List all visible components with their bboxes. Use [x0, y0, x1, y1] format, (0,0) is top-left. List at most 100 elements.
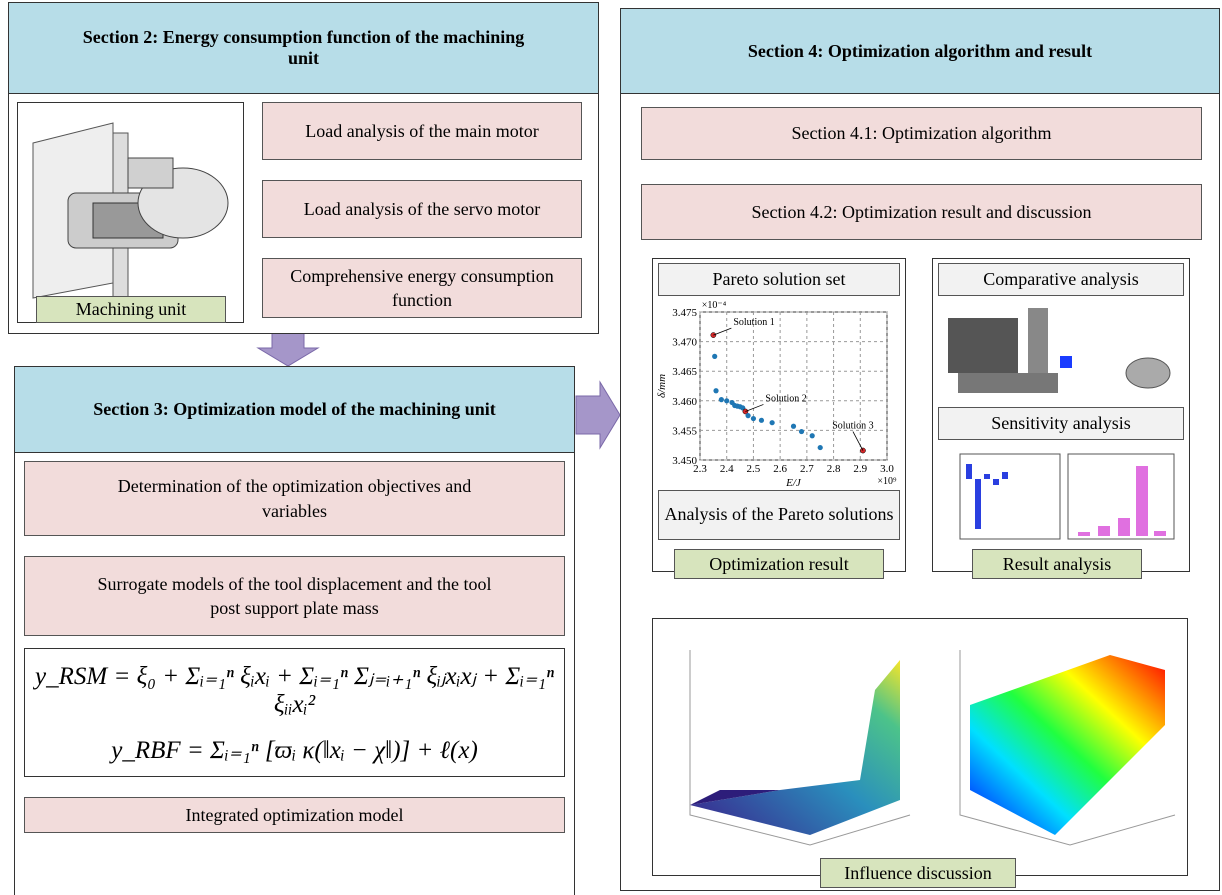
y-tick-label: 3.460	[672, 396, 697, 408]
label-text: Result analysis	[1003, 554, 1112, 575]
x-tick-label: 2.6	[773, 463, 787, 475]
header-text: Section 2: Energy consumption function o…	[69, 27, 538, 69]
step-box: Determination of the optimization object…	[24, 461, 565, 536]
big-arrow	[258, 333, 318, 366]
servo	[128, 158, 173, 188]
box-text: Integrated optimization model	[186, 803, 404, 827]
data-point	[713, 388, 718, 393]
panel-label: Result analysis	[972, 549, 1142, 579]
data-point	[759, 418, 764, 423]
surface	[970, 655, 1165, 835]
box-text: Section 4.1: Optimization algorithm	[792, 121, 1052, 145]
panel-title: Sensitivity analysis	[938, 407, 1184, 440]
image-label: Machining unit	[36, 296, 226, 323]
box-text: Surrogate models of the tool displacemen…	[35, 572, 554, 621]
panel-title: Pareto solution set	[658, 263, 900, 296]
sensitivity-thumbnails	[938, 444, 1184, 544]
data-point	[770, 420, 775, 425]
section-header: Section 4: Optimization algorithm and re…	[620, 8, 1220, 94]
data-point	[810, 433, 815, 438]
panel-label: Influence discussion	[820, 858, 1016, 888]
y-tick-label: 3.465	[672, 366, 697, 378]
thumb-bar	[1154, 531, 1166, 536]
step-box: Load analysis of the main motor	[262, 102, 582, 160]
step-box: Section 4.1: Optimization algorithm	[641, 107, 1202, 160]
x-multiplier: ×10⁹	[877, 476, 897, 487]
machine-image	[17, 102, 244, 323]
thumb-bar	[1098, 526, 1110, 536]
header-text: Section 3: Optimization model of the mac…	[93, 399, 496, 420]
fea-image	[938, 298, 1184, 404]
machine-body	[948, 318, 1018, 373]
data-point	[724, 398, 729, 403]
page: Section 2: Energy consumption function o…	[0, 0, 1222, 895]
box-text: Determination of the optimization object…	[35, 474, 554, 523]
thumb-bar	[993, 479, 999, 485]
label-text: Influence discussion	[844, 863, 991, 884]
y-tick-label: 3.475	[672, 307, 697, 319]
x-tick-label: 2.7	[800, 463, 814, 475]
x-tick-label: 2.8	[827, 463, 841, 475]
caption-text: Analysis of the Pareto solutions	[665, 504, 894, 526]
panel-caption: Analysis of the Pareto solutions	[658, 490, 900, 540]
section-header: Section 2: Energy consumption function o…	[8, 2, 599, 94]
label-text: Optimization result	[709, 554, 848, 575]
label-text: Machining unit	[76, 299, 187, 320]
data-point	[799, 429, 804, 434]
x-axis-label: E/J	[785, 477, 802, 489]
y-multiplier: ×10⁻⁴	[702, 300, 727, 311]
panel-title: Comparative analysis	[938, 263, 1184, 296]
thumb-bar	[1136, 466, 1148, 536]
x-tick-label: 2.5	[747, 463, 761, 475]
thumb-bar	[984, 474, 990, 479]
title-text: Pareto solution set	[713, 269, 846, 290]
step-box: Load analysis of the servo motor	[262, 180, 582, 238]
big-arrow	[576, 382, 620, 448]
annotation: Solution 2	[765, 393, 806, 404]
x-tick-label: 2.9	[853, 463, 867, 475]
machine-base	[958, 373, 1058, 393]
panel-label: Optimization result	[674, 549, 884, 579]
x-tick-label: 2.4	[720, 463, 734, 475]
box-text: Load analysis of the servo motor	[304, 197, 540, 221]
data-point	[791, 424, 796, 429]
annotation: Solution 1	[733, 317, 774, 328]
machine-drawing	[18, 103, 242, 321]
box-text: Comprehensive energy consumption functio…	[273, 264, 571, 313]
equation: y_RSM = ξ₀ + Σᵢ₌₁ⁿ ξᵢxᵢ + Σᵢ₌₁ⁿ Σⱼ₌ᵢ₊₁ⁿ …	[25, 661, 564, 719]
data-point	[818, 445, 823, 450]
plot-area	[700, 312, 887, 460]
box-text: Load analysis of the main motor	[305, 119, 538, 143]
y-tick-label: 3.470	[672, 337, 697, 349]
thumb-bar	[975, 479, 981, 529]
y-tick-label: 3.450	[672, 455, 697, 467]
step-box: Surrogate models of the tool displacemen…	[24, 556, 565, 636]
title-text: Sensitivity analysis	[991, 413, 1131, 434]
title-text: Comparative analysis	[983, 269, 1138, 290]
column	[1028, 308, 1048, 373]
step-box: Integrated optimization model	[24, 797, 565, 833]
surface	[690, 660, 900, 835]
equation: y_RBF = Σᵢ₌₁ⁿ [ϖᵢ κ(‖xᵢ − χ‖)] + ℓ(x)	[25, 735, 564, 765]
tool-part	[1126, 358, 1170, 388]
equation-box: y_RSM = ξ₀ + Σᵢ₌₁ⁿ ξᵢxᵢ + Σᵢ₌₁ⁿ Σⱼ₌ᵢ₊₁ⁿ …	[24, 648, 565, 777]
x-tick-label: 3.0	[880, 463, 894, 475]
data-point	[712, 354, 717, 359]
y-axis-label: δ/mm	[656, 374, 668, 398]
step-box: Comprehensive energy consumption functio…	[262, 258, 582, 318]
y-tick-label: 3.455	[672, 425, 697, 437]
box-text: Section 4.2: Optimization result and dis…	[752, 200, 1092, 224]
thumb-bar	[966, 464, 972, 479]
header-text: Section 4: Optimization algorithm and re…	[748, 41, 1092, 62]
step-box: Section 4.2: Optimization result and dis…	[641, 184, 1202, 240]
annotation: Solution 3	[832, 421, 873, 432]
thumb-bar	[1118, 518, 1130, 536]
data-point	[751, 416, 756, 421]
legend-swatch	[1060, 356, 1072, 368]
thumb-bar	[1078, 532, 1090, 536]
thumb-bar	[1002, 472, 1008, 479]
data-point	[745, 413, 750, 418]
section-header: Section 3: Optimization model of the mac…	[14, 366, 575, 453]
data-point	[719, 397, 724, 402]
